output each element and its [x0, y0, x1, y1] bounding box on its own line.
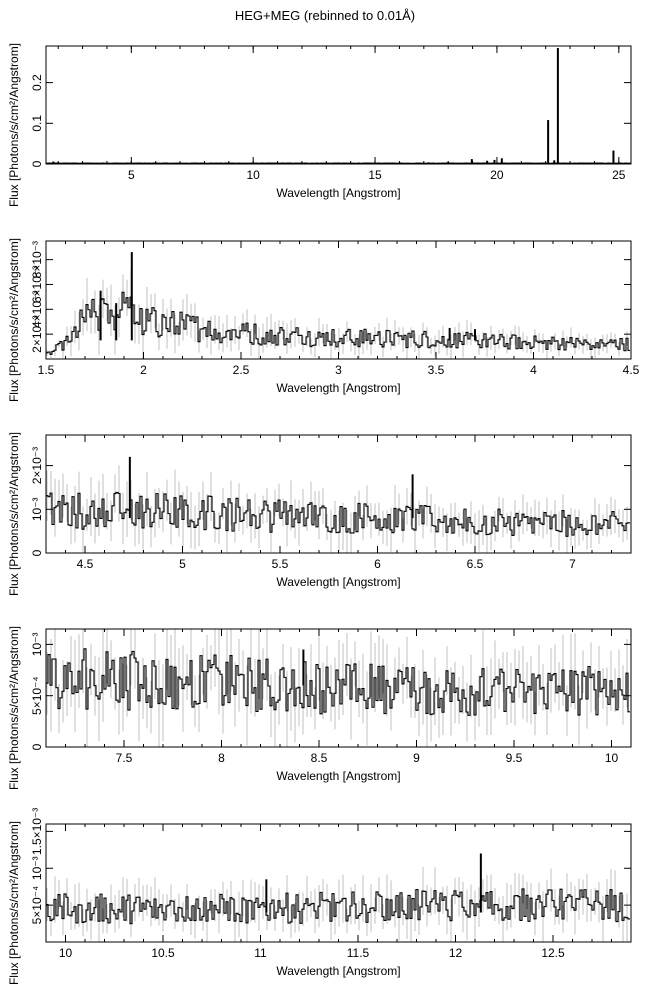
- panel-3-x-tick-label: 6.5: [467, 557, 484, 571]
- panel-1-x-tick-label: 5: [128, 168, 135, 182]
- panel-4-y-tick-label: 10⁻³: [30, 633, 44, 657]
- panel-1-frame: [45, 45, 632, 165]
- panel-4-spectrum: [46, 648, 630, 716]
- panel-3-y-tick-label: 2×10⁻³: [30, 447, 44, 484]
- panel-4-x-tick-label: 8.5: [311, 751, 328, 765]
- panel-2-x-axis-label: Wavelength [Angstrom]: [276, 381, 400, 395]
- panel-5-spectrum: [46, 888, 630, 925]
- panel-4-x-axis-label: Wavelength [Angstrom]: [276, 769, 400, 783]
- panel-3-x-tick-label: 6: [374, 557, 381, 571]
- panel-2-y-tick-label: 4×10⁻³: [30, 291, 44, 328]
- panel-2-y-axis-label: Flux [Photons/s/cm²/Angstrom]: [7, 238, 21, 402]
- panel-5-x-tick-label: 11.5: [347, 946, 370, 960]
- panel-3-y-axis-label: Flux [Photons/s/cm²/Angstrom]: [7, 432, 21, 596]
- panel-2-y-tick-label: 6×10⁻³: [30, 266, 44, 303]
- panel-4-y-axis-label: Flux [Photons/s/cm²/Angstrom]: [7, 626, 21, 790]
- panel-4-x-tick-label: 8: [218, 751, 225, 765]
- panel-3-x-tick-label: 5: [179, 557, 186, 571]
- panel-5-y-tick-label: 5×10⁻⁴: [30, 886, 44, 925]
- panel-2-x-tick-label: 3: [335, 363, 342, 377]
- panel-2-x-tick-label: 4: [530, 363, 537, 377]
- panel-5-y-tick-label: 10⁻³: [30, 856, 44, 880]
- panel-1-y-tick-label: 0.2: [30, 74, 44, 91]
- panel-2-x-tick-label: 4.5: [623, 363, 640, 377]
- panel-1-x-tick-label: 10: [247, 168, 261, 182]
- panel-3-y-tick-label: 10⁻³: [30, 497, 44, 521]
- panel-1-y-tick-label: 0.1: [30, 115, 44, 132]
- panel-5-y-axis-label: Flux [Photons/s/cm²/Angstrom]: [7, 821, 21, 985]
- panel-4-x-tick-label: 9: [413, 751, 420, 765]
- panel-2-x-tick-label: 2.5: [233, 363, 250, 377]
- panel-1-x-tick-label: 25: [612, 168, 626, 182]
- panel-5-x-tick-label: 12: [449, 946, 463, 960]
- panel-3-x-axis-label: Wavelength [Angstrom]: [276, 575, 400, 589]
- panel-3-x-tick-label: 4.5: [77, 557, 94, 571]
- panel-1-x-tick-label: 15: [368, 168, 382, 182]
- panel-5-x-tick-label: 10.5: [151, 946, 175, 960]
- panel-5-x-tick-label: 10: [59, 946, 73, 960]
- panel-3-x-tick-label: 5.5: [272, 557, 289, 571]
- panel-4-y-tick-label: 5×10⁻⁴: [30, 676, 44, 715]
- panel-1-x-axis-label: Wavelength [Angstrom]: [276, 186, 400, 200]
- panel-4-x-tick-label: 9.5: [506, 751, 523, 765]
- panel-5-x-tick-label: 11: [254, 946, 267, 960]
- panel-2-spectrum: [46, 291, 630, 355]
- panel-1-x-tick-label: 20: [490, 168, 504, 182]
- panel-2-y-tick-label: 8×10⁻³: [30, 241, 44, 278]
- panel-2-x-tick-label: 1.5: [38, 363, 55, 377]
- panel-2-y-tick-label: 2×10⁻³: [30, 315, 44, 352]
- panel-2-x-tick-label: 3.5: [428, 363, 445, 377]
- panel-3-spectrum: [46, 491, 630, 537]
- panel-5-x-tick-label: 12.5: [541, 946, 565, 960]
- panel-1-y-axis-label: Flux [Photons/s/cm²/Angstrom]: [7, 43, 21, 207]
- panel-4-x-tick-label: 7.5: [116, 751, 133, 765]
- panel-4-y-tick-label: 0: [30, 743, 44, 750]
- panel-2-x-tick-label: 2: [140, 363, 147, 377]
- panel-5-y-tick-label: 1.5×10⁻³: [30, 808, 44, 855]
- chart-title: HEG+MEG (rebinned to 0.01Å): [234, 8, 416, 23]
- panel-5-x-axis-label: Wavelength [Angstrom]: [276, 964, 400, 978]
- panel-1-y-tick-label: 0: [30, 160, 44, 167]
- panel-4-x-tick-label: 10: [605, 751, 619, 765]
- panel-3-y-tick-label: 0: [30, 549, 44, 556]
- panel-3-x-tick-label: 7: [569, 557, 576, 571]
